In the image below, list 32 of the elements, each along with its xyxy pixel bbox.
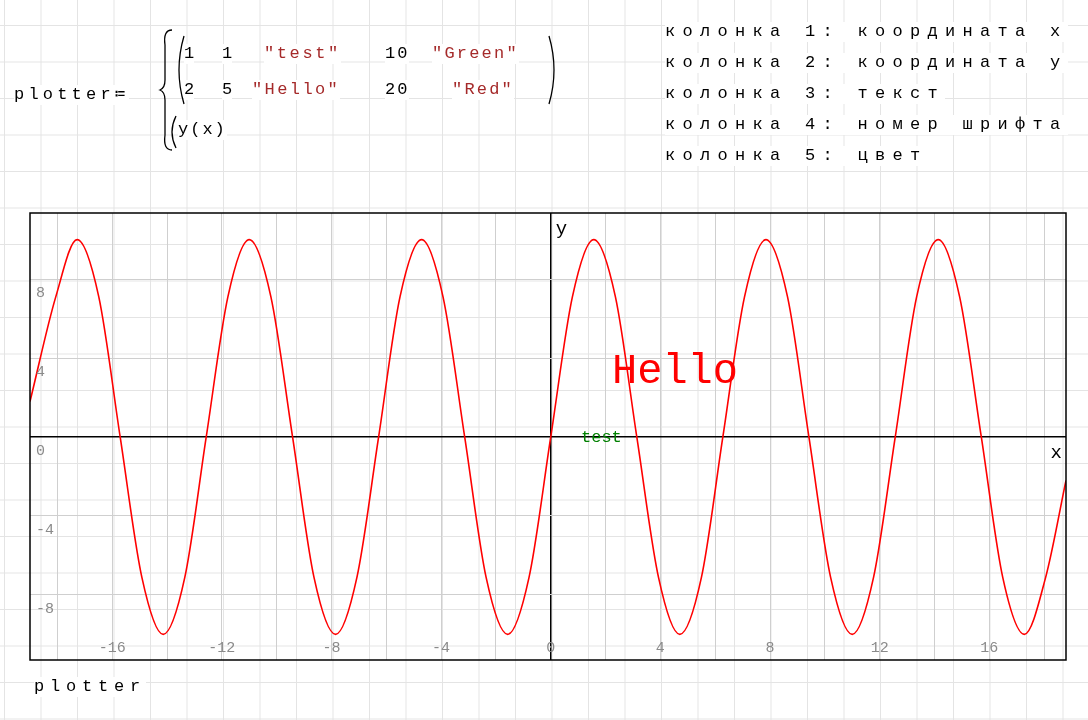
text: 1 — [184, 44, 195, 64]
text: колонка 3: текст — [665, 84, 946, 104]
x-tick-label: 4 — [655, 639, 665, 657]
x-tick-label: 8 — [765, 639, 775, 657]
text: 1 — [222, 44, 233, 64]
x-tick-label: -4 — [432, 639, 451, 657]
text: y(x) — [178, 120, 227, 140]
text: plotter — [34, 677, 147, 697]
text: 20 — [385, 80, 410, 100]
text: колонка 1: координата x — [665, 22, 1068, 42]
y-tick-label: 0 — [36, 442, 46, 460]
text: 10 — [385, 44, 410, 64]
y-tick-label: -4 — [36, 521, 55, 539]
x-tick-label: -16 — [98, 639, 126, 657]
text: "Green" — [432, 44, 519, 64]
y-tick-label: 8 — [36, 285, 46, 303]
text: колонка 4: номер шрифта — [665, 115, 1068, 135]
x-tick-label: -8 — [322, 639, 341, 657]
text: колонка 5: цвет — [665, 146, 928, 166]
text: plotter≔ — [14, 85, 130, 105]
text: "test" — [264, 44, 341, 64]
text: 2 — [184, 80, 195, 100]
text: "Hello" — [252, 80, 341, 100]
x-tick-label: -12 — [208, 639, 236, 657]
x-axis-title: x — [1050, 441, 1062, 464]
text: "Red" — [452, 80, 515, 100]
x-tick-label: 12 — [870, 639, 889, 657]
text: колонка 2: координата y — [665, 53, 1068, 73]
text: 5 — [222, 80, 233, 100]
y-axis-title: y — [555, 217, 568, 240]
x-tick-label: 16 — [980, 639, 999, 657]
y-tick-label: -8 — [36, 600, 55, 618]
